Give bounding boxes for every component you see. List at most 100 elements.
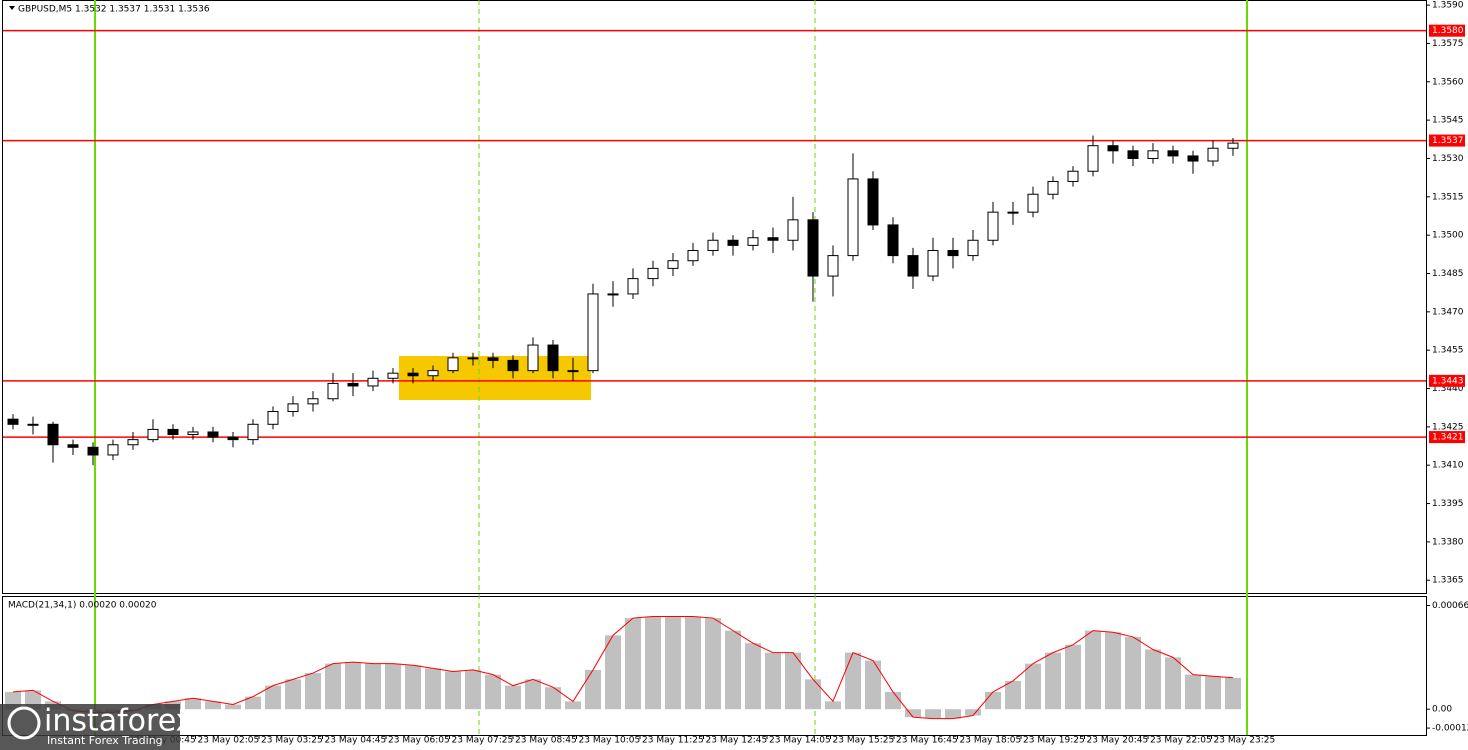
- macd-bar: [805, 679, 821, 710]
- macd-bar: [705, 618, 721, 710]
- candle-body: [367, 377, 379, 387]
- y-tick-label: 1.3530: [1432, 154, 1464, 164]
- menu-arrow: [9, 6, 15, 10]
- macd-bar: [725, 630, 741, 710]
- candle-body: [547, 344, 559, 372]
- macd-bar: [405, 665, 421, 710]
- x-tick-label: 23 May 12:45: [706, 736, 768, 746]
- candle-body: [67, 444, 79, 448]
- x-tick-label: 23 May 14:05: [769, 736, 831, 746]
- macd-bar: [585, 669, 601, 710]
- candle-body: [347, 382, 359, 387]
- macd-bar: [545, 687, 561, 710]
- brand-name: instaforex: [44, 704, 193, 739]
- y-tick-label: 1.3455: [1432, 346, 1464, 356]
- macd-bar: [925, 709, 941, 719]
- candle-body: [1167, 150, 1179, 157]
- candle-body: [587, 293, 599, 372]
- x-tick-label: 23 May 07:25: [452, 736, 514, 746]
- x-tick-label: 23 May 16:45: [896, 736, 958, 746]
- candle-body: [327, 382, 339, 400]
- candle-body: [827, 255, 839, 277]
- y-tick-label: 1.3560: [1432, 77, 1464, 87]
- candle-body: [567, 370, 579, 373]
- macd-bar: [625, 618, 641, 710]
- level-label: 1.3580: [1432, 26, 1464, 36]
- macd-title: MACD(21,34,1) 0.00020 0.00020: [8, 601, 157, 611]
- macd-bar: [785, 652, 801, 710]
- candle-body: [607, 293, 619, 296]
- x-tick-label: 23 May 20:45: [1087, 736, 1149, 746]
- macd-bar: [825, 701, 841, 710]
- watermark-bg: [0, 704, 180, 750]
- candle-body: [1107, 145, 1119, 152]
- candle-body: [707, 239, 719, 251]
- candle-body: [207, 431, 219, 438]
- candle-body: [687, 249, 699, 262]
- candle-body: [187, 431, 199, 436]
- macd-bar: [305, 673, 321, 710]
- candle-body: [747, 237, 759, 246]
- x-tick-label: 23 May 23:25: [1214, 736, 1276, 746]
- candle-body: [847, 178, 859, 257]
- macd-bar: [685, 616, 701, 710]
- x-tick-label: 23 May 08:45: [515, 736, 577, 746]
- candle-body: [667, 260, 679, 269]
- level-tag: [1429, 374, 1465, 387]
- y-tick-label: 1.3410: [1432, 461, 1464, 471]
- y-tick-label: 1.3590: [1432, 1, 1464, 11]
- candle-body: [1047, 180, 1059, 195]
- x-tick-label: 23 May 03:25: [261, 736, 323, 746]
- macd-bar: [1105, 632, 1121, 710]
- macd-bar: [285, 679, 301, 710]
- candle-body: [527, 344, 539, 372]
- macd-bar: [465, 669, 481, 710]
- macd-bar: [1125, 636, 1141, 710]
- macd-bar: [485, 674, 501, 710]
- candle-body: [787, 219, 799, 241]
- macd-bar: [965, 709, 981, 716]
- y-tick-label: 1.3500: [1432, 231, 1464, 241]
- x-tick-label: 23 May 19:25: [1023, 736, 1085, 746]
- candle-body: [947, 249, 959, 257]
- level-tag: [1429, 431, 1465, 444]
- macd-bar: [1145, 649, 1161, 710]
- candle-body: [227, 436, 239, 441]
- candle-body: [967, 239, 979, 257]
- x-tick-label: 23 May 06:05: [388, 736, 450, 746]
- watermark-icon: [7, 706, 41, 740]
- y-tick-label: 1.3425: [1432, 422, 1464, 432]
- x-tick-label: 23 May 22:05: [1150, 736, 1212, 746]
- y-tick-label: 1.3545: [1432, 116, 1464, 126]
- price-panel: [2, 0, 1427, 594]
- candle-body: [507, 359, 519, 372]
- macd-bar: [325, 663, 341, 710]
- candle-body: [1067, 170, 1079, 182]
- macd-bar: [525, 679, 541, 710]
- candle-body: [107, 444, 119, 456]
- candle-body: [767, 237, 779, 241]
- candle-body: [427, 370, 439, 377]
- candle-body: [267, 411, 279, 425]
- x-tick-label: 23 May 10:05: [579, 736, 641, 746]
- macd-bar: [1045, 652, 1061, 710]
- watermark: instaforex Instant Forex Trading: [0, 704, 193, 750]
- x-tick-label: 23 May 18:05: [960, 736, 1022, 746]
- candle-body: [127, 439, 139, 446]
- session-lines: [94, 0, 1248, 735]
- macd-bar: [605, 635, 621, 710]
- macd-bar: [265, 685, 281, 710]
- y-tick-label: 1.3515: [1432, 192, 1464, 202]
- candle-body: [1007, 211, 1019, 214]
- macd-bar: [1085, 630, 1101, 710]
- candle-body: [1027, 193, 1039, 213]
- y-tick-label: 1.3440: [1432, 384, 1464, 394]
- candle-body: [1147, 150, 1159, 159]
- candle-body: [1087, 145, 1099, 172]
- candle-body: [927, 249, 939, 277]
- candle-body: [167, 428, 179, 436]
- candle-body: [47, 423, 59, 446]
- macd-bar: [645, 616, 661, 710]
- macd-bar: [505, 685, 521, 710]
- macd-bar: [345, 662, 361, 710]
